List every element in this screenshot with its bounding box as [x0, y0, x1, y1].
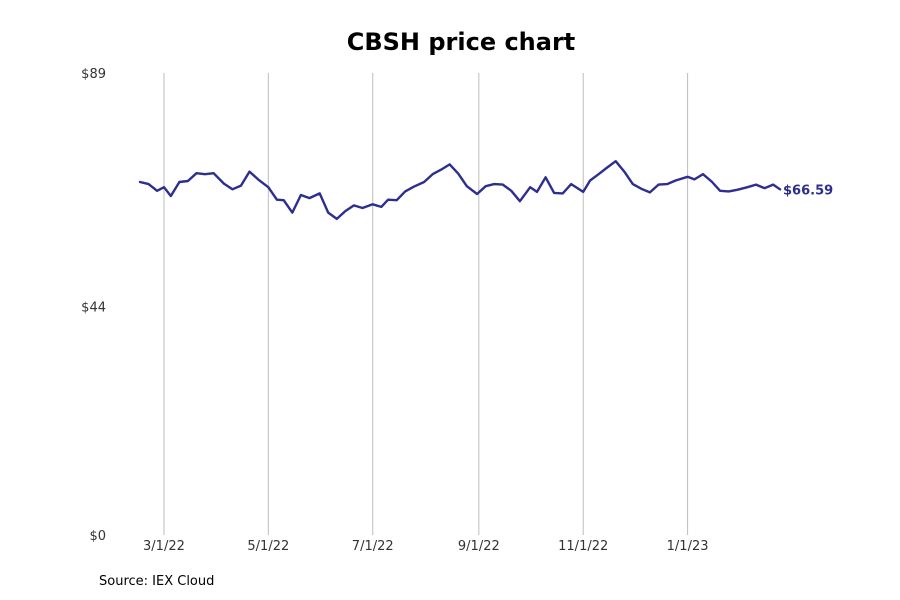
y-axis-ticks: $0 $44 $89: [81, 67, 106, 544]
x-tick-label-5: 1/1/23: [667, 539, 709, 554]
y-tick-label-2: $89: [81, 67, 106, 82]
grid-lines: [163, 73, 689, 535]
x-tick-label-0: 3/1/22: [143, 539, 185, 554]
x-tick-label-4: 11/1/22: [558, 539, 608, 554]
y-tick-label-0: $0: [89, 529, 106, 544]
price-series-line: [138, 160, 782, 221]
x-tick-label-2: 7/1/22: [352, 539, 394, 554]
x-axis-ticks: 3/1/22 5/1/22 7/1/22 9/1/22 11/1/22 1/1/23: [143, 539, 708, 554]
x-tick-label-1: 5/1/22: [247, 539, 289, 554]
source-note: Source: IEX Cloud: [99, 574, 215, 589]
y-tick-label-1: $44: [81, 301, 106, 316]
last-price-label: $66.59: [783, 183, 833, 198]
chart-title: CBSH price chart: [346, 28, 576, 56]
x-tick-label-3: 9/1/22: [458, 539, 500, 554]
